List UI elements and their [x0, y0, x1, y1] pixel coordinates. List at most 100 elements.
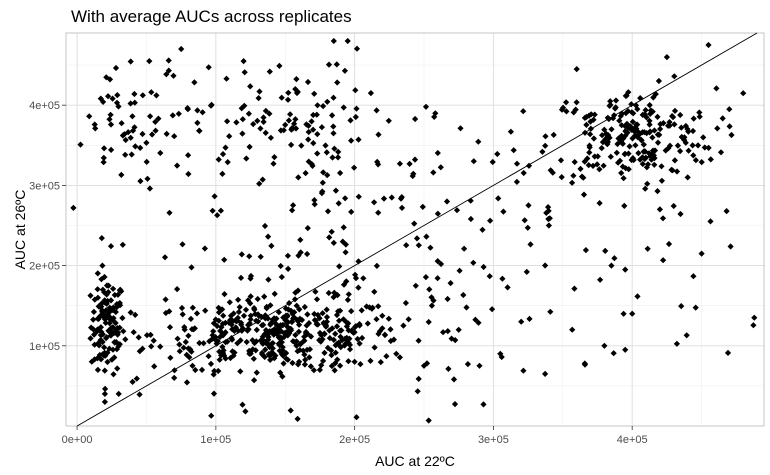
data-point	[367, 90, 374, 97]
data-point	[345, 291, 352, 298]
data-point	[104, 358, 111, 366]
data-point	[334, 79, 341, 86]
data-point	[178, 45, 185, 53]
data-point	[581, 129, 589, 136]
data-point	[106, 116, 113, 123]
data-point	[224, 338, 231, 345]
data-point	[681, 136, 688, 144]
grid-minor	[66, 33, 764, 426]
data-point	[146, 185, 153, 192]
data-point	[186, 354, 193, 361]
data-point	[166, 308, 173, 315]
data-point	[288, 318, 295, 326]
data-point	[655, 77, 662, 85]
data-point	[643, 114, 650, 121]
data-point	[479, 226, 486, 233]
data-point	[596, 200, 603, 207]
data-point	[102, 319, 109, 326]
data-point	[525, 162, 533, 169]
data-point	[282, 121, 289, 128]
data-point	[192, 366, 199, 374]
data-point	[500, 208, 507, 215]
data-point	[329, 154, 336, 161]
data-point	[379, 325, 386, 332]
data-point	[271, 290, 278, 297]
data-point	[402, 299, 409, 307]
data-point	[247, 300, 254, 307]
data-point	[273, 330, 280, 337]
data-point	[174, 162, 181, 169]
data-point	[346, 346, 354, 353]
data-point	[585, 162, 592, 169]
data-point	[178, 304, 186, 312]
data-point	[375, 131, 382, 138]
data-point	[94, 270, 101, 277]
data-point	[200, 340, 207, 347]
data-point	[245, 110, 252, 117]
data-point	[135, 334, 142, 341]
data-point	[133, 375, 140, 382]
data-point	[91, 296, 98, 303]
data-point	[281, 330, 288, 337]
data-point	[295, 174, 302, 181]
data-point	[101, 297, 108, 304]
data-point	[305, 128, 312, 136]
data-point	[334, 154, 342, 161]
data-point	[588, 111, 595, 118]
data-point	[351, 164, 358, 171]
data-point	[114, 329, 122, 336]
data-point	[312, 288, 319, 295]
data-point	[375, 161, 382, 168]
data-point	[109, 324, 116, 331]
data-point	[698, 159, 705, 166]
data-point	[673, 168, 681, 175]
data-point	[207, 360, 215, 367]
data-point	[603, 138, 610, 145]
data-point	[326, 234, 333, 241]
data-point	[100, 159, 107, 166]
data-point	[324, 98, 331, 105]
data-points	[70, 37, 758, 424]
data-point	[356, 340, 363, 347]
data-point	[542, 370, 549, 377]
data-point	[296, 358, 303, 365]
data-point	[341, 342, 348, 349]
data-point	[631, 125, 638, 132]
data-point	[504, 284, 511, 291]
data-point	[256, 88, 263, 95]
data-point	[677, 148, 684, 155]
data-point	[263, 330, 270, 337]
data-point	[96, 303, 103, 310]
data-point	[705, 144, 712, 151]
data-point	[259, 351, 266, 358]
data-point	[689, 142, 696, 149]
data-point	[354, 335, 361, 343]
data-point	[329, 112, 336, 119]
data-point	[282, 317, 289, 324]
data-point	[256, 180, 263, 187]
data-point	[573, 99, 580, 106]
data-point	[255, 312, 263, 320]
data-point	[379, 312, 386, 319]
data-point	[208, 412, 215, 419]
data-point	[98, 276, 105, 283]
data-point	[219, 343, 226, 350]
data-point	[400, 322, 407, 329]
data-point	[625, 166, 632, 173]
data-point	[605, 132, 612, 139]
data-point	[209, 207, 216, 214]
data-point	[103, 308, 110, 315]
data-point	[103, 282, 111, 289]
data-point	[343, 323, 350, 330]
data-point	[475, 138, 482, 145]
plot-panel-border	[65, 32, 765, 427]
data-point	[410, 170, 417, 177]
data-point	[152, 118, 159, 125]
data-point	[109, 95, 116, 102]
data-point	[224, 118, 231, 125]
data-point	[450, 376, 458, 383]
data-point	[545, 215, 552, 223]
data-point	[269, 340, 276, 347]
data-point	[513, 160, 521, 167]
data-point	[254, 295, 261, 303]
